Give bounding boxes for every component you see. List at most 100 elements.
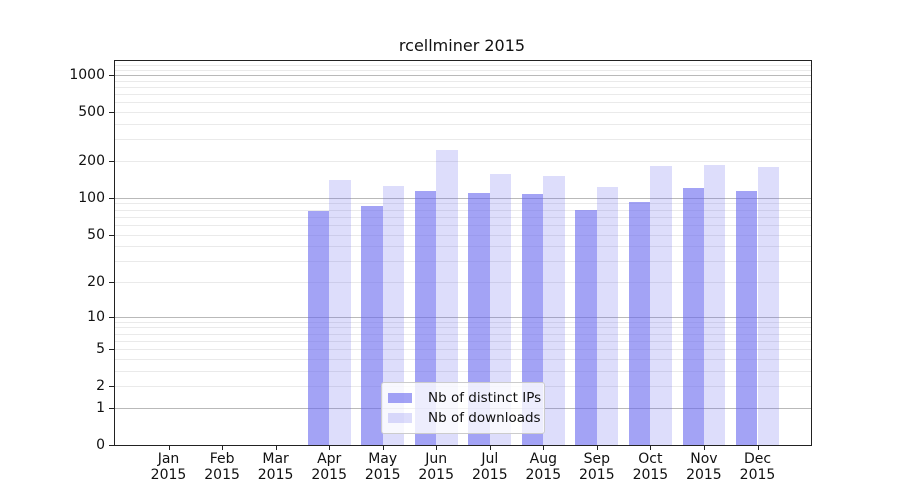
x-tick-label-may: May 2015 — [353, 451, 413, 483]
y-tick-mark — [109, 282, 115, 283]
gridline-minor — [115, 327, 811, 329]
x-tick-mark — [168, 445, 170, 450]
x-tick-month: Jul — [481, 451, 499, 467]
bar-downloads-apr — [329, 180, 351, 445]
gridline-minor — [115, 340, 811, 342]
gridline-major — [115, 316, 811, 318]
y-tick-label: 0 — [96, 437, 105, 453]
bar-downloads-oct — [650, 165, 672, 445]
y-tick-label: 100 — [78, 189, 105, 206]
bar-distinct-ips-oct — [629, 202, 651, 445]
bar-distinct-ips-sep — [575, 209, 597, 445]
x-tick-year: 2015 — [739, 466, 776, 483]
gridline-major — [115, 75, 811, 76]
x-tick-month: Apr — [317, 451, 342, 467]
y-tick-mark — [109, 407, 115, 409]
legend-item-downloads: Nb of downloads — [388, 408, 541, 428]
x-tick-month: Aug — [529, 451, 557, 467]
x-tick-label-aug: Aug 2015 — [513, 451, 573, 483]
y-tick-mark — [109, 197, 115, 199]
gridline-minor — [115, 370, 811, 372]
bar-distinct-ips-jun — [414, 190, 437, 445]
bar-downloads-nov — [703, 164, 726, 445]
gridline-minor — [115, 69, 811, 71]
gridline-minor — [115, 282, 811, 283]
legend-label: Nb of downloads — [428, 410, 541, 426]
y-tick-mark — [109, 75, 115, 76]
x-tick-mark — [543, 445, 545, 450]
y-tick-mark — [109, 112, 115, 114]
x-tick-label-jul: Jul 2015 — [460, 451, 520, 483]
x-tick-year: 2015 — [257, 466, 294, 483]
x-tick-year: 2015 — [418, 466, 454, 483]
gridline-minor — [115, 139, 811, 141]
x-tick-month: Jun — [425, 451, 448, 467]
x-tick-label-apr: Apr 2015 — [299, 451, 359, 483]
x-tick-year: 2015 — [150, 466, 187, 483]
gridline-minor — [115, 209, 811, 211]
gridline-minor — [115, 216, 811, 218]
gridline-minor — [115, 80, 811, 82]
x-tick-label-dec: Dec 2015 — [728, 451, 788, 483]
gridline-minor — [115, 246, 811, 248]
gridline-major — [115, 197, 811, 199]
x-tick-month: Mar — [262, 451, 289, 467]
y-tick-mark — [109, 161, 115, 162]
bar-downloads-aug — [543, 175, 565, 445]
gridline-minor — [115, 321, 811, 323]
y-tick-mark — [109, 349, 115, 351]
legend-swatch-downloads-icon — [388, 413, 412, 423]
y-tick-mark — [109, 316, 115, 318]
x-tick-month: Sep — [583, 451, 610, 467]
x-tick-month: Dec — [743, 451, 772, 467]
bar-downloads-jun — [436, 150, 458, 445]
y-tick-label: 2 — [96, 378, 105, 395]
gridline-minor — [115, 112, 811, 114]
y-tick-label: 200 — [78, 153, 105, 169]
x-tick-mark — [275, 445, 277, 450]
x-tick-month: Nov — [690, 451, 718, 467]
x-tick-year: 2015 — [471, 466, 508, 483]
x-tick-year: 2015 — [525, 466, 562, 483]
x-tick-year: 2015 — [578, 466, 615, 483]
bar-downloads-may — [382, 186, 405, 445]
x-tick-mark — [436, 445, 438, 450]
gridline-minor — [115, 333, 811, 335]
y-tick-label: 1 — [96, 399, 105, 416]
y-tick-label: 5 — [96, 341, 105, 358]
x-tick-year: 2015 — [364, 466, 401, 483]
gridline-minor — [115, 261, 811, 263]
y-tick-mark — [109, 386, 115, 388]
bar-distinct-ips-nov — [682, 187, 704, 445]
gridline-minor — [115, 65, 811, 67]
x-tick-month: Feb — [209, 451, 235, 467]
gridline-minor — [115, 124, 811, 125]
y-tick-mark — [109, 234, 115, 236]
y-tick-label: 20 — [87, 274, 105, 290]
x-tick-year: 2015 — [632, 466, 669, 483]
gridline-minor — [115, 203, 811, 205]
gridline-minor — [115, 224, 811, 226]
legend-item-distinct-ips: Nb of distinct IPs — [388, 388, 541, 408]
x-tick-mark — [703, 445, 705, 450]
legend: Nb of distinct IPs Nb of downloads — [381, 382, 545, 434]
y-tick-label: 1000 — [69, 67, 105, 83]
gridline-minor — [115, 161, 811, 162]
y-tick-label: 500 — [78, 104, 105, 121]
x-tick-month: May — [368, 451, 398, 467]
x-tick-label-nov: Nov 2015 — [674, 451, 734, 483]
x-tick-label-feb: Feb 2015 — [192, 451, 252, 483]
y-tick-mark — [109, 445, 115, 446]
legend-swatch-distinct-ips-icon — [388, 393, 412, 403]
gridline-minor — [115, 87, 811, 88]
x-tick-label-jun: Jun 2015 — [406, 451, 466, 483]
gridline-minor — [115, 349, 811, 351]
gridline-minor — [115, 102, 811, 104]
bar-distinct-ips-jul — [468, 192, 490, 445]
chart-title: rcellminer 2015 — [398, 36, 526, 55]
gridline-minor — [115, 94, 811, 96]
y-tick-label: 10 — [87, 308, 105, 325]
y-tick-label: 50 — [87, 226, 105, 243]
x-tick-mark — [329, 445, 331, 450]
